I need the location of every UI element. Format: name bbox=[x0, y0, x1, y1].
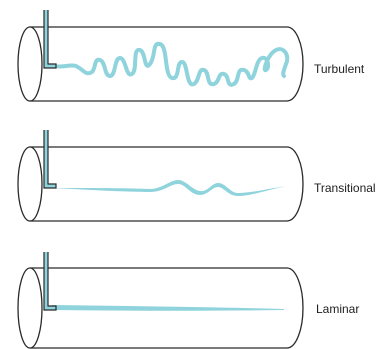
transitional-pipe bbox=[17, 130, 304, 222]
turbulent-pipe bbox=[17, 10, 304, 102]
pipe-inlet-ellipse bbox=[17, 146, 43, 222]
pipe-inlet-ellipse bbox=[17, 26, 43, 102]
dye-streak-turbulent bbox=[53, 41, 290, 87]
dye-injector-tube bbox=[43, 130, 57, 189]
dye-streak-laminar bbox=[52, 305, 284, 311]
turbulent-label: Turbulent bbox=[314, 62, 365, 76]
pipe-body-outline bbox=[30, 146, 304, 222]
pipe-inlet-ellipse bbox=[17, 267, 43, 349]
pipe-body-outline bbox=[30, 26, 304, 102]
pipe-body-outline bbox=[30, 267, 304, 349]
laminar-label: Laminar bbox=[316, 302, 360, 316]
dye-injector-tube bbox=[43, 10, 57, 69]
transitional-label: Transitional bbox=[314, 181, 376, 195]
dye-injector-tube bbox=[43, 252, 57, 311]
dye-streak-transitional bbox=[52, 180, 286, 196]
laminar-pipe bbox=[17, 252, 304, 349]
